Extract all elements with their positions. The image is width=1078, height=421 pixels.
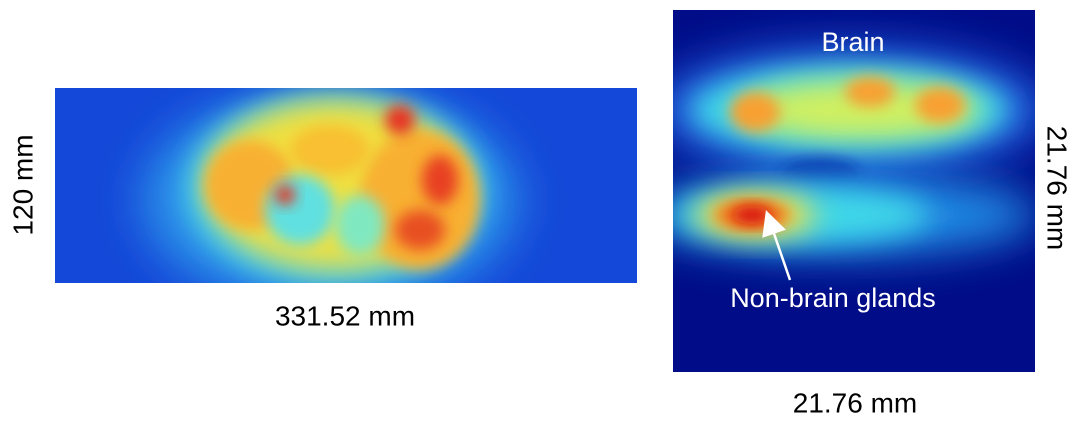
height-label: 21.76 mm — [1042, 126, 1073, 251]
figure: 120 mm 331.52 mm Brain Non-brain glands … — [0, 0, 1078, 421]
right-heatmap — [640, 10, 1050, 372]
width-label: 21.76 mm — [793, 387, 918, 418]
left-heatmap — [55, 88, 637, 310]
glands-annotation: Non-brain glands — [730, 283, 936, 313]
brain-annotation: Brain — [821, 27, 884, 57]
height-label: 120 mm — [7, 134, 38, 235]
width-label: 331.52 mm — [275, 300, 415, 331]
